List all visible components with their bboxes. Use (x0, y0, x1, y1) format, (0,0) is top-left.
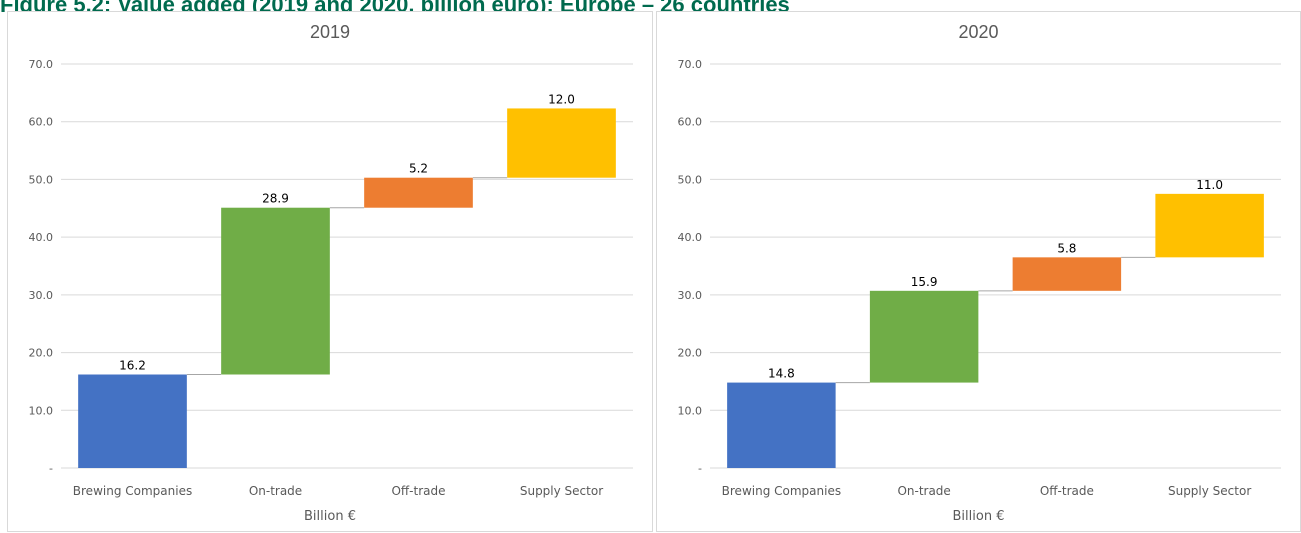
bar-brewing-companies (727, 382, 836, 468)
bar-on-trade (869, 290, 979, 383)
x-axis-title: Billion € (304, 509, 356, 524)
category-label: Brewing Companies (73, 484, 192, 498)
data-label: 5.8 (1057, 241, 1076, 255)
y-tick-label: 50.0 (678, 173, 703, 186)
bar-on-trade (221, 207, 330, 375)
category-label: Off-trade (1040, 484, 1094, 498)
data-label: 14.8 (768, 367, 795, 381)
data-label: 12.0 (548, 92, 575, 106)
chart-panel-2020: - 10.0 20.0 30.0 40.0 50.0 60.0 70.0 14.8 Brewing… (656, 11, 1301, 532)
y-tick-label: - (698, 462, 702, 475)
y-tick-label: - (49, 462, 53, 475)
x-axis-title: Billion € (952, 509, 1005, 524)
category-label: Off-trade (391, 484, 445, 498)
bar-off-trade (364, 177, 473, 208)
data-label: 16.2 (119, 359, 146, 373)
chart-panel-2019: - 10.0 20.0 30.0 40.0 50.0 60.0 70.0 16.2 Brewing… (7, 11, 653, 532)
category-label: On-trade (897, 484, 950, 498)
y-tick-label: 40.0 (678, 231, 703, 244)
bar-supply-sector (507, 108, 616, 178)
y-tick-label: 30.0 (29, 289, 54, 302)
y-tick-label: 60.0 (678, 116, 703, 129)
bar-supply-sector (1155, 193, 1264, 258)
y-tick-label: 70.0 (678, 58, 703, 71)
category-label: Supply Sector (520, 484, 603, 498)
bar-brewing-companies (78, 374, 187, 468)
chart-title: 2019 (309, 22, 351, 42)
y-tick-label: 10.0 (29, 404, 54, 417)
category-label: Supply Sector (1168, 484, 1251, 498)
waterfall-chart-2020: - 10.0 20.0 30.0 40.0 50.0 60.0 70.0 14.8 Brewing… (678, 58, 1281, 498)
data-label: 5.2 (409, 162, 428, 176)
chart-title: 2020 (958, 22, 999, 42)
y-tick-label: 70.0 (29, 58, 54, 71)
bar-off-trade (1012, 257, 1122, 291)
y-tick-label: 50.0 (29, 173, 54, 186)
y-tick-label: 20.0 (29, 347, 54, 360)
data-label: 11.0 (1196, 178, 1223, 192)
y-tick-label: 60.0 (29, 116, 54, 129)
waterfall-chart-2019: - 10.0 20.0 30.0 40.0 50.0 60.0 70.0 16.2 Brewing… (29, 58, 633, 498)
data-label: 28.9 (262, 192, 289, 206)
y-tick-label: 30.0 (678, 289, 703, 302)
y-tick-label: 10.0 (678, 404, 703, 417)
category-label: On-trade (249, 484, 302, 498)
y-tick-label: 40.0 (29, 231, 54, 244)
category-label: Brewing Companies (722, 484, 841, 498)
data-label: 15.9 (911, 275, 938, 289)
y-tick-label: 20.0 (678, 347, 703, 360)
